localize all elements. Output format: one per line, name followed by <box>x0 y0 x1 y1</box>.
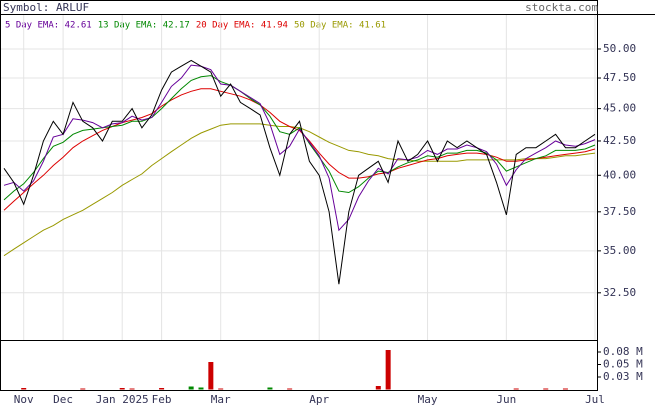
y-tick-label: 0.08 M <box>603 345 643 358</box>
volume-bar <box>513 388 519 390</box>
price-line <box>3 64 596 232</box>
frame <box>0 0 598 391</box>
x-tick-label: Jan 2025 <box>96 393 149 406</box>
y-tick-label: 37.50 <box>603 205 636 218</box>
x-tick-label: Mar <box>211 393 231 406</box>
y-tick-label: 35.00 <box>603 244 636 257</box>
x-tick-label: Nov <box>14 393 34 406</box>
volume-bar <box>375 386 381 390</box>
x-tick-label: Feb <box>152 393 172 406</box>
volume-bar <box>198 387 204 390</box>
y-tick-label: 50.00 <box>603 42 636 55</box>
y-tick-label: 45.00 <box>603 102 636 115</box>
volume-bar <box>385 350 391 390</box>
legend-entry: 20 Day EMA: 41.94 <box>196 21 288 31</box>
volume-bar <box>80 388 86 390</box>
volume-bar <box>562 388 568 390</box>
price-line <box>3 59 596 285</box>
legend: 5 Day EMA: 42.61 13 Day EMA: 42.17 20 Day … <box>5 21 386 31</box>
legend-entry: 50 Day EMA: 41.61 <box>294 21 386 31</box>
volume-bar <box>119 388 125 390</box>
volume-bar <box>159 388 165 390</box>
y-tick-label: 42.50 <box>603 134 636 147</box>
legend-entry: 13 Day EMA: 42.17 <box>98 21 190 31</box>
volume-bar <box>287 388 293 390</box>
y-tick-label: 0.03 M <box>603 370 643 383</box>
y-tick-label: 0.05 M <box>603 358 643 371</box>
symbol: Symbol: ARLUF <box>3 1 89 14</box>
price-line <box>3 88 596 211</box>
x-tick-label: Dec <box>53 393 73 406</box>
volume-bar <box>129 388 135 390</box>
volume-bar <box>267 387 273 390</box>
y-tick-label: 40.00 <box>603 168 636 181</box>
volume-bar <box>21 388 27 390</box>
volume-bar <box>218 388 224 390</box>
x-tick-label: Jun <box>496 393 516 406</box>
volume-bar <box>208 362 214 390</box>
volume-bar <box>188 386 194 390</box>
x-tick-label: Jul <box>585 393 605 406</box>
y-tick-label: 32.50 <box>603 286 636 299</box>
legend-entry: 5 Day EMA: 42.61 <box>5 21 92 31</box>
x-tick-label: May <box>418 393 438 406</box>
x-tick-label: Apr <box>309 393 329 406</box>
site: stockta.com <box>525 1 598 14</box>
y-tick-label: 47.50 <box>603 71 636 84</box>
volume-bar <box>543 388 549 390</box>
